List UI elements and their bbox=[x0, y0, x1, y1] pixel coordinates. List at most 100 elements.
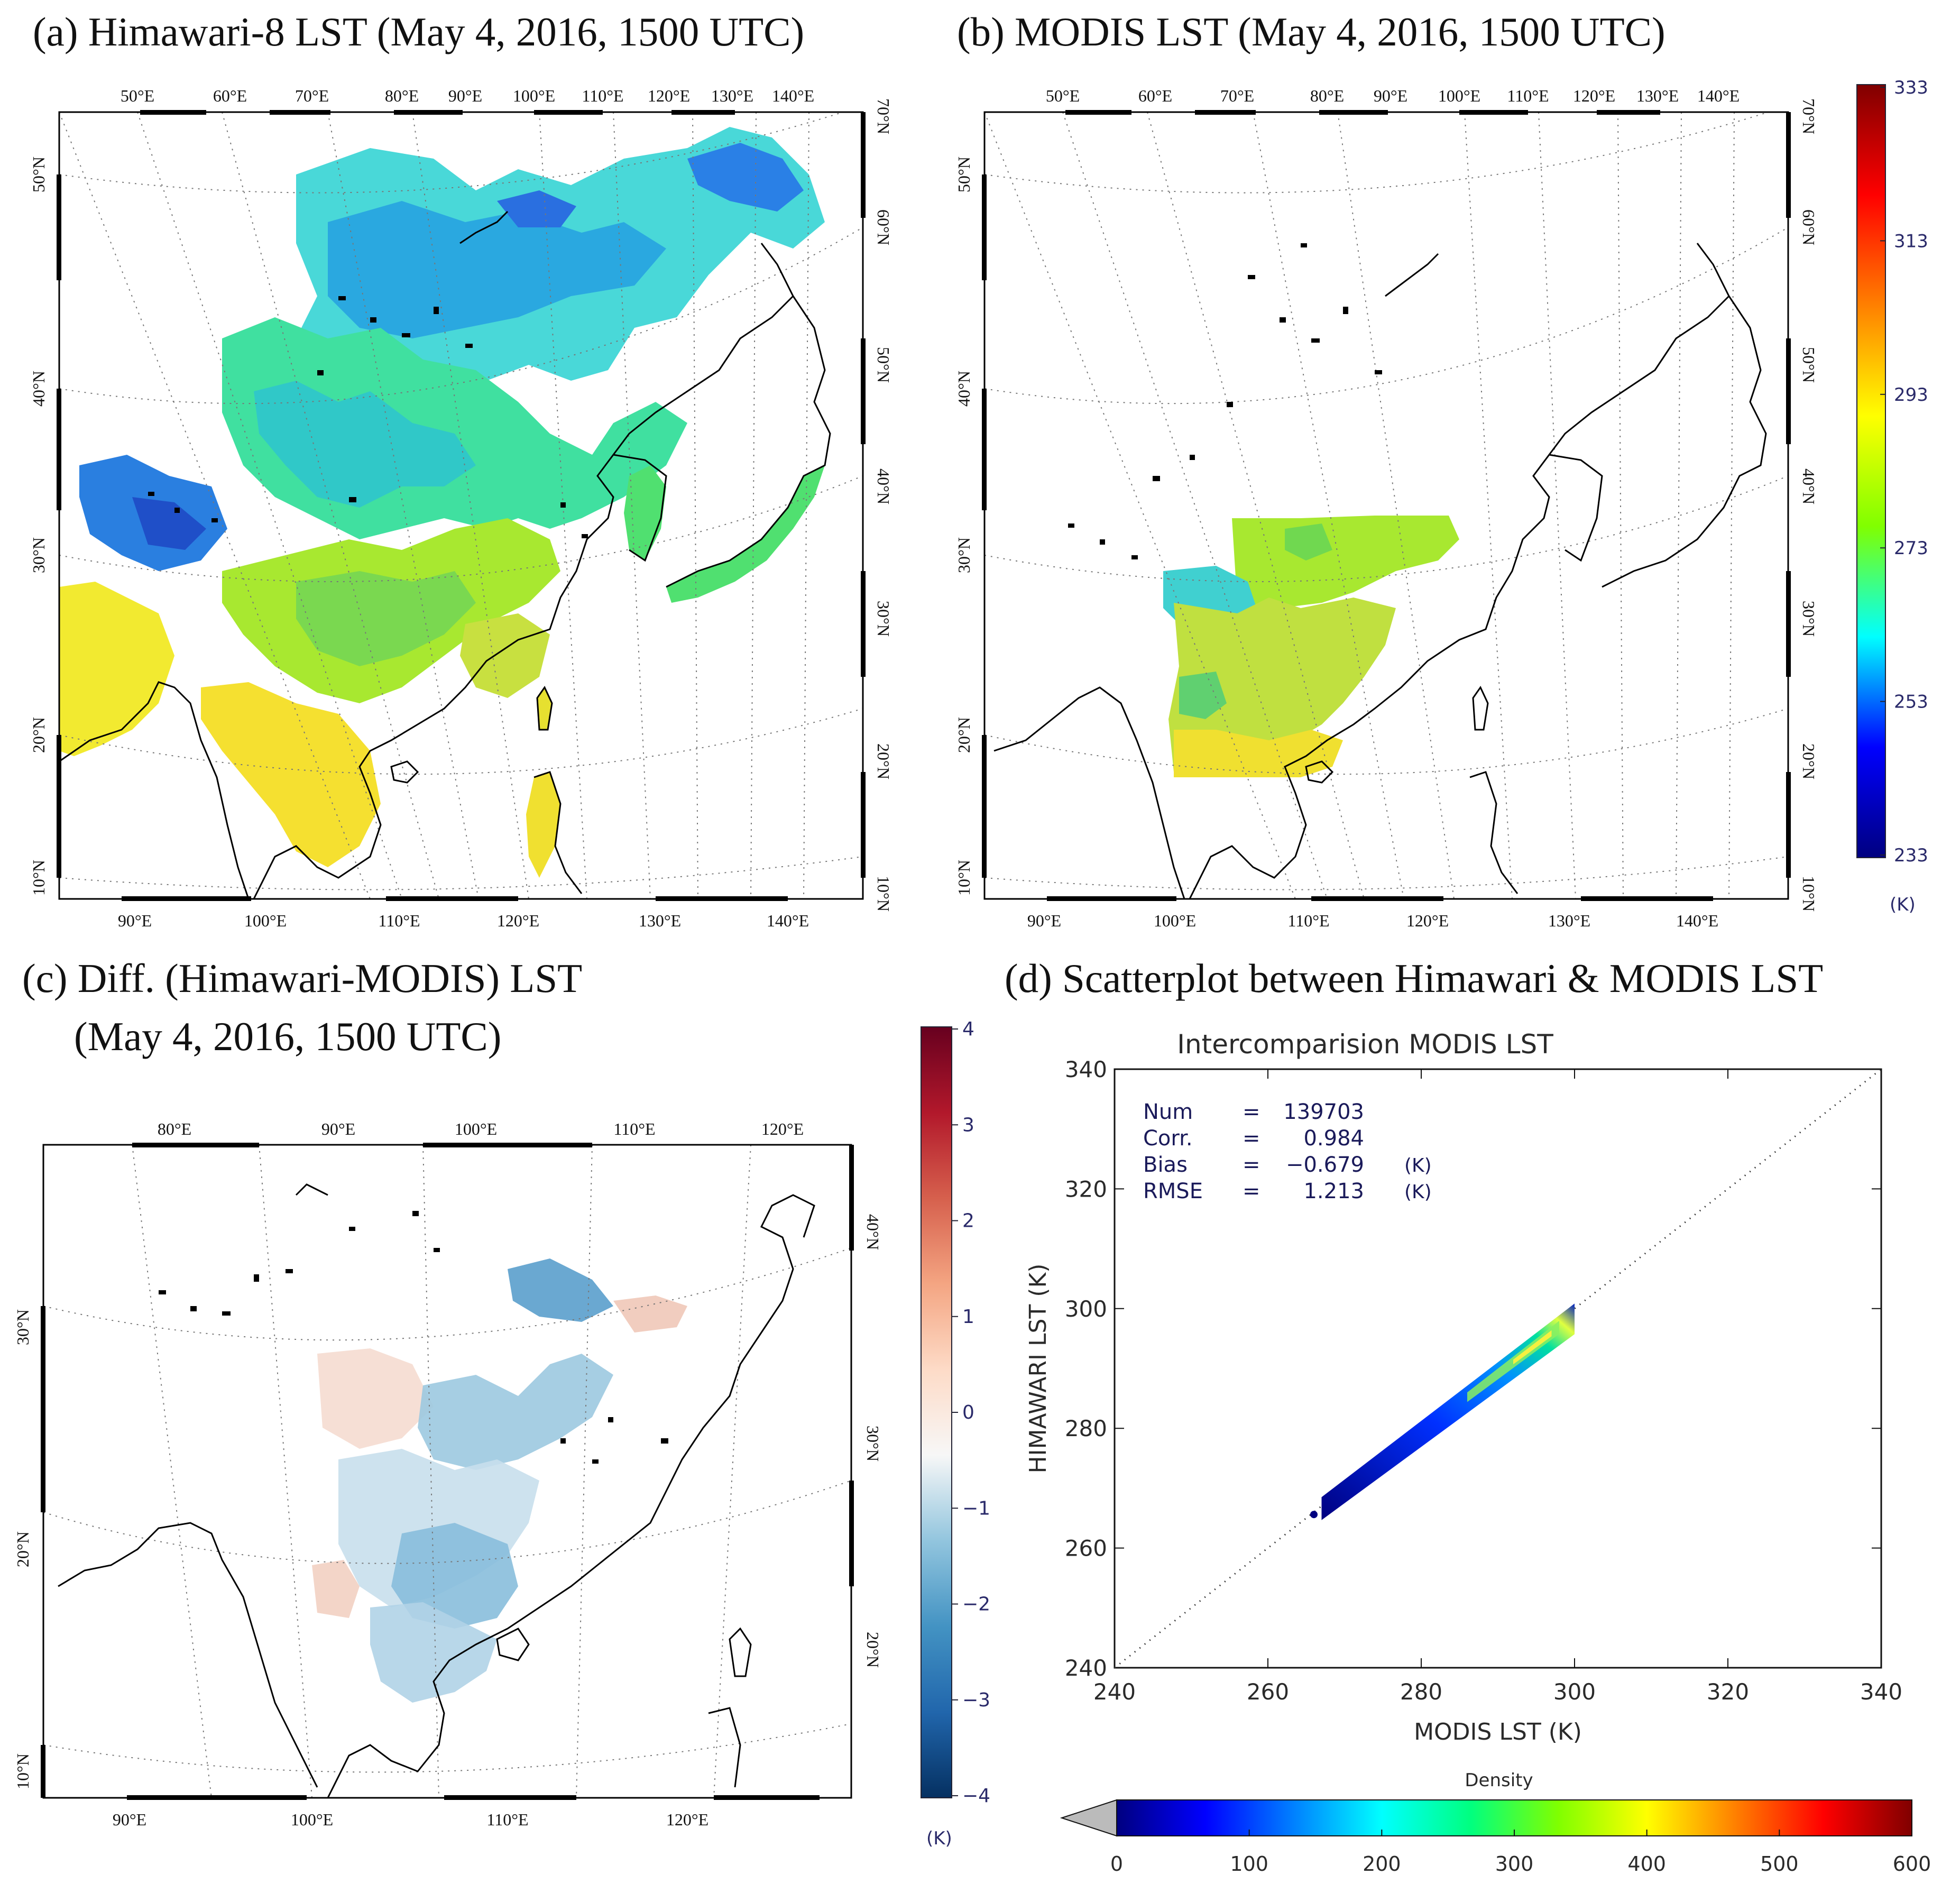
map-b-top-lon-0: 50°E bbox=[1046, 86, 1080, 105]
map-a-right-lat-0: 70°N bbox=[874, 98, 893, 134]
panel-c-title-line1: (c) Diff. (Himawari-MODIS) LST bbox=[22, 955, 583, 1001]
map-a-right-lat-5: 20°N bbox=[874, 743, 893, 779]
map-a-top-lon-2: 70°E bbox=[295, 86, 329, 105]
map-b-right-lat-1: 60°N bbox=[1799, 209, 1818, 245]
lakes-b bbox=[1068, 243, 1382, 559]
map-b-left-lat-2: 30°N bbox=[954, 537, 973, 573]
map-a-bottom-lon-4: 130°E bbox=[639, 911, 681, 930]
map-c-left-lat-2: 10°N bbox=[13, 1753, 32, 1789]
scatter-ytick-4: 320 bbox=[1065, 1176, 1107, 1202]
map-b-top-lon-2: 70°E bbox=[1220, 86, 1254, 105]
map-border-b bbox=[982, 110, 1791, 901]
map-a-top-lon-6: 110°E bbox=[582, 86, 623, 105]
map-c-right-lat-0: 40°N bbox=[863, 1214, 882, 1250]
scatter-xtick-0: 240 bbox=[1093, 1679, 1136, 1705]
map-c-left-lat-0: 30°N bbox=[13, 1309, 32, 1345]
stat-unit-2: (K) bbox=[1404, 1155, 1432, 1177]
map-a-left-lat-1: 40°N bbox=[29, 371, 48, 407]
scatter-chart: Intercomparision MODIS LST 240 260 280 300 3… bbox=[1025, 1029, 1902, 1745]
colorbar-diff-unit: (K) bbox=[926, 1828, 952, 1849]
map-a-bottom-lon-5: 140°E bbox=[767, 911, 809, 930]
graticule-a bbox=[59, 112, 863, 899]
map-a-bottom-lon-0: 90°E bbox=[118, 911, 152, 930]
colorbar-density: Density 0 100 200 300 400 500 600 bbox=[1060, 1770, 1931, 1876]
map-c-left-lat-1: 20°N bbox=[13, 1531, 32, 1567]
coastline-a bbox=[59, 210, 831, 899]
map-a-left-lat-4: 10°N bbox=[29, 860, 48, 896]
density-tick-1: 100 bbox=[1230, 1852, 1268, 1876]
map-b-left-lat-3: 20°N bbox=[954, 717, 973, 753]
map-a-top-lon-7: 120°E bbox=[648, 86, 690, 105]
density-label: Density bbox=[1465, 1770, 1533, 1791]
map-a-right-lat-4: 30°N bbox=[874, 601, 893, 637]
map-a-left-lat-2: 30°N bbox=[29, 537, 48, 573]
map-a-left-lat-0: 50°N bbox=[29, 157, 48, 192]
coastline-b bbox=[993, 243, 1767, 899]
colorbar-lst: 333 313 293 273 253 233 (K) bbox=[1856, 77, 1928, 915]
scatter-xtick-3: 300 bbox=[1553, 1679, 1596, 1705]
colorbar-diff-tick-1: 3 bbox=[962, 1114, 974, 1136]
scatter-xtick-1: 260 bbox=[1247, 1679, 1289, 1705]
map-c-top-lon-1: 90°E bbox=[321, 1119, 355, 1138]
colorbar-diff: 4 3 2 1 0 −1 −2 −3 −4 (K) bbox=[921, 1018, 990, 1849]
map-a-bottom-lon-3: 120°E bbox=[497, 911, 539, 930]
scatter-xlabel: MODIS LST (K) bbox=[1414, 1719, 1582, 1745]
map-b-top-lon-8: 130°E bbox=[1636, 86, 1679, 105]
map-b-left-lat-4: 10°N bbox=[954, 860, 973, 896]
map-panel-c bbox=[41, 1143, 854, 1800]
coastline-c bbox=[58, 1183, 815, 1798]
scatter-title: Intercomparision MODIS LST bbox=[1177, 1029, 1553, 1060]
scatter-ytick-3: 300 bbox=[1065, 1296, 1107, 1322]
lakes-a bbox=[148, 296, 588, 538]
map-b-bottom-lon-5: 140°E bbox=[1676, 911, 1718, 930]
map-b-top-lon-1: 60°E bbox=[1138, 86, 1172, 105]
stat-eq-1: = bbox=[1243, 1126, 1260, 1151]
map-b-bottom-lon-3: 120°E bbox=[1406, 911, 1449, 930]
map-c-bottom-lon-0: 90°E bbox=[113, 1810, 146, 1829]
colorbar-lst-tick-4: 253 bbox=[1894, 692, 1928, 713]
scatter-xtick-4: 320 bbox=[1707, 1679, 1749, 1705]
panel-c-title-line2: (May 4, 2016, 1500 UTC) bbox=[74, 1014, 502, 1059]
scatter-frame bbox=[1114, 1068, 1882, 1669]
density-tick-0: 0 bbox=[1110, 1852, 1123, 1876]
colorbar-diff-tick-8: −4 bbox=[962, 1785, 990, 1807]
stat-value-2: −0.679 bbox=[1286, 1153, 1364, 1177]
map-a-top-lon-9: 140°E bbox=[772, 86, 814, 105]
map-a-top-lon-0: 50°E bbox=[121, 86, 154, 105]
scatter-outlier-point bbox=[1310, 1511, 1318, 1519]
scatter-xtick-2: 280 bbox=[1400, 1679, 1442, 1705]
map-a-left-lat-3: 20°N bbox=[29, 717, 48, 753]
map-b-bottom-lon-1: 100°E bbox=[1154, 911, 1196, 930]
map-border-a bbox=[57, 110, 866, 901]
panel-a-title: (a) Himawari-8 LST (May 4, 2016, 1500 UT… bbox=[33, 9, 805, 54]
scatter-xtick-5: 340 bbox=[1860, 1679, 1902, 1705]
stat-label-2: Bias bbox=[1143, 1153, 1188, 1177]
map-b-bottom-lon-2: 110°E bbox=[1287, 911, 1329, 930]
map-c-bottom-lon-1: 100°E bbox=[291, 1810, 333, 1829]
map-b-top-lon-6: 110°E bbox=[1507, 86, 1549, 105]
colorbar-lst-tick-0: 333 bbox=[1894, 77, 1928, 98]
map-panel-b bbox=[982, 110, 1791, 901]
map-a-right-lat-1: 60°N bbox=[874, 209, 893, 245]
stat-eq-2: = bbox=[1243, 1153, 1260, 1177]
map-a-top-lon-3: 80°E bbox=[385, 86, 419, 105]
lst-field-a bbox=[59, 127, 825, 878]
map-a-top-lon-4: 90°E bbox=[448, 86, 482, 105]
map-c-top-lon-2: 100°E bbox=[455, 1119, 497, 1138]
map-b-right-lat-4: 30°N bbox=[1799, 601, 1818, 637]
map-b-left-lat-1: 40°N bbox=[954, 371, 973, 407]
map-b-right-lat-5: 20°N bbox=[1799, 743, 1818, 779]
map-b-bottom-lon-4: 130°E bbox=[1548, 911, 1590, 930]
colorbar-lst-tick-2: 293 bbox=[1894, 384, 1928, 406]
graticule-b bbox=[984, 112, 1788, 899]
colorbar-diff-tick-5: −1 bbox=[962, 1497, 990, 1519]
colorbar-diff-tick-7: −3 bbox=[962, 1689, 990, 1711]
map-c-right-lat-2: 20°N bbox=[863, 1632, 882, 1668]
map-c-bottom-lon-2: 110°E bbox=[486, 1810, 528, 1829]
map-b-left-lat-0: 50°N bbox=[954, 157, 973, 192]
colorbar-diff-tick-3: 1 bbox=[962, 1306, 974, 1328]
colorbar-diff-tick-0: 4 bbox=[962, 1018, 974, 1040]
scatter-ytick-0: 240 bbox=[1065, 1655, 1107, 1681]
map-panel-a bbox=[57, 110, 866, 901]
stat-label-3: RMSE bbox=[1143, 1179, 1203, 1203]
